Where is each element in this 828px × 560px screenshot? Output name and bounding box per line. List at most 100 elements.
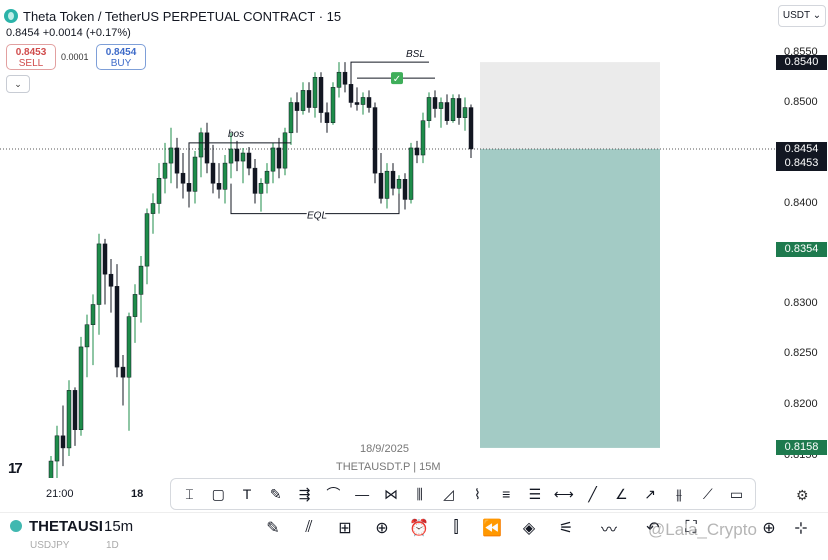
price-chart[interactable]: bos BSL ✓ EQL — [0, 0, 828, 478]
candle-body — [384, 170, 390, 199]
candle-body — [198, 132, 204, 158]
candle-body — [306, 90, 312, 108]
bsl-line — [350, 61, 429, 83]
candle-body — [156, 178, 162, 204]
symbol-button[interactable]: THETAUSI — [29, 518, 103, 535]
settings-sliders-icon[interactable]: ⚟ — [558, 520, 574, 537]
candle-body — [270, 147, 276, 172]
indicators-icon[interactable]: ⫽ — [305, 519, 313, 536]
curve-icon[interactable]: ⌒ — [326, 486, 341, 502]
symbol-header[interactable]: Theta Token / TetherUS PERPETUAL CONTRAC… — [4, 6, 341, 26]
eql-line — [230, 183, 400, 215]
bid-price-tag: 0.8453 — [776, 156, 827, 171]
theta-coin-icon — [4, 9, 18, 23]
candle-body — [438, 102, 444, 109]
candle-body — [108, 273, 114, 287]
drawing-tools-icon[interactable]: ✎ — [266, 520, 280, 537]
horizontal-line-icon[interactable]: — — [355, 486, 370, 502]
trend-line-icon[interactable]: ╱ — [588, 485, 597, 502]
arc-icon[interactable]: ◿ — [443, 485, 454, 502]
xabcd-pattern-icon[interactable]: ⋈ — [383, 485, 398, 502]
candle-body — [126, 316, 132, 378]
checkmark-label: ✓ — [393, 74, 401, 85]
candle-body — [66, 390, 72, 449]
alarm-icon[interactable]: ⏰ — [409, 520, 429, 537]
interval-button[interactable]: 15m — [104, 518, 134, 535]
parallel-channel-icon[interactable]: ⇶ — [298, 485, 311, 502]
gear-icon[interactable]: ⚙ — [796, 487, 809, 503]
checkmark-icon — [391, 72, 403, 85]
collapse-legend-button[interactable]: ⌄ — [6, 75, 30, 93]
candle-body — [150, 203, 156, 214]
candle-body — [246, 152, 252, 169]
bos-label: bos — [228, 129, 244, 140]
candle-body — [360, 97, 366, 105]
fullscreen-icon[interactable]: ⛶ — [685, 519, 697, 536]
candle-body — [168, 147, 174, 164]
candle-body — [342, 71, 348, 85]
candle-body — [378, 172, 384, 199]
layout-grid-icon[interactable]: ⊞ — [338, 520, 352, 537]
candle-body — [102, 243, 108, 275]
add-icon[interactable]: ⊕ — [375, 520, 389, 537]
tradingview-logo: 17 — [8, 460, 23, 477]
bars-pattern-icon[interactable]: ⫼ — [416, 485, 423, 502]
candle-body — [396, 179, 402, 189]
current-price-tag: 0.8454 — [776, 142, 827, 157]
fib-levels-icon[interactable]: ☰ — [528, 485, 542, 502]
candle-body — [234, 148, 240, 162]
comment-icon[interactable]: ▭ — [729, 485, 744, 502]
arrow-icon[interactable]: ↗ — [644, 485, 656, 502]
candle-body — [96, 243, 102, 305]
candle-body — [222, 162, 228, 190]
stop-loss-zone — [480, 62, 660, 149]
target-price-tag: 0.8158 — [776, 440, 827, 455]
candle-body — [78, 346, 84, 430]
spread-value: 0.0001 — [61, 52, 89, 62]
candles-icon[interactable]: ⫿ — [453, 519, 459, 536]
chevron-down-icon: ⌄ — [14, 79, 22, 89]
date-range-icon[interactable]: ⟷ — [553, 485, 574, 502]
watchlist-symbol: USDJPY — [30, 540, 70, 551]
sell-button[interactable]: 0.8453 SELL — [6, 44, 56, 70]
text-cursor-icon[interactable]: ⌶ — [185, 485, 194, 502]
candle-body — [402, 179, 408, 200]
crosshair-icon[interactable]: ⊹ — [794, 520, 808, 537]
buy-button[interactable]: 0.8454 BUY — [96, 44, 146, 70]
candle-body — [138, 265, 144, 295]
candle-body — [366, 97, 372, 108]
candle-body — [294, 102, 300, 111]
symbol-watermark: THETAUSDT.P | 15M — [336, 461, 441, 473]
fib-retracement-icon[interactable]: ≡ — [502, 486, 511, 502]
currency-selector[interactable]: USDT ⌄ — [778, 5, 826, 27]
forecast-icon[interactable]: ⫵ — [675, 485, 683, 502]
candle-body — [426, 97, 432, 121]
candle-body — [330, 87, 336, 123]
buy-label: BUY — [110, 58, 132, 69]
rectangle-icon[interactable]: ▢ — [211, 485, 225, 502]
trend-icon[interactable]: 〰 — [600, 522, 617, 539]
candle-body — [84, 324, 90, 348]
candle-body — [336, 71, 342, 88]
take-profit-zone — [480, 148, 660, 448]
angle-icon[interactable]: ∠ — [615, 485, 628, 502]
candle-body — [48, 460, 54, 478]
symbol-title: Theta Token / TetherUS PERPETUAL CONTRAC… — [23, 8, 342, 24]
candle-body — [324, 112, 330, 123]
layers-icon[interactable]: ◈ — [522, 520, 536, 537]
candle-body — [462, 107, 468, 118]
path-icon[interactable]: ⌇ — [473, 485, 481, 502]
text-tool-icon[interactable]: T — [242, 486, 252, 502]
candle-body — [192, 156, 198, 192]
bottom-toolbar — [0, 512, 828, 560]
replay-icon[interactable]: ⏪ — [482, 520, 502, 537]
ray-icon[interactable]: ⟋ — [702, 485, 713, 502]
y-axis-label: 0.8300 — [784, 297, 818, 309]
candle-body — [318, 77, 324, 113]
y-axis-label: 0.8250 — [784, 347, 818, 359]
undo-icon[interactable]: ↶ — [646, 520, 660, 537]
candle-body — [312, 77, 318, 108]
brush-icon[interactable]: ✎ — [269, 485, 282, 502]
candle-body — [444, 102, 450, 121]
zoom-icon[interactable]: ⊕ — [762, 520, 776, 537]
